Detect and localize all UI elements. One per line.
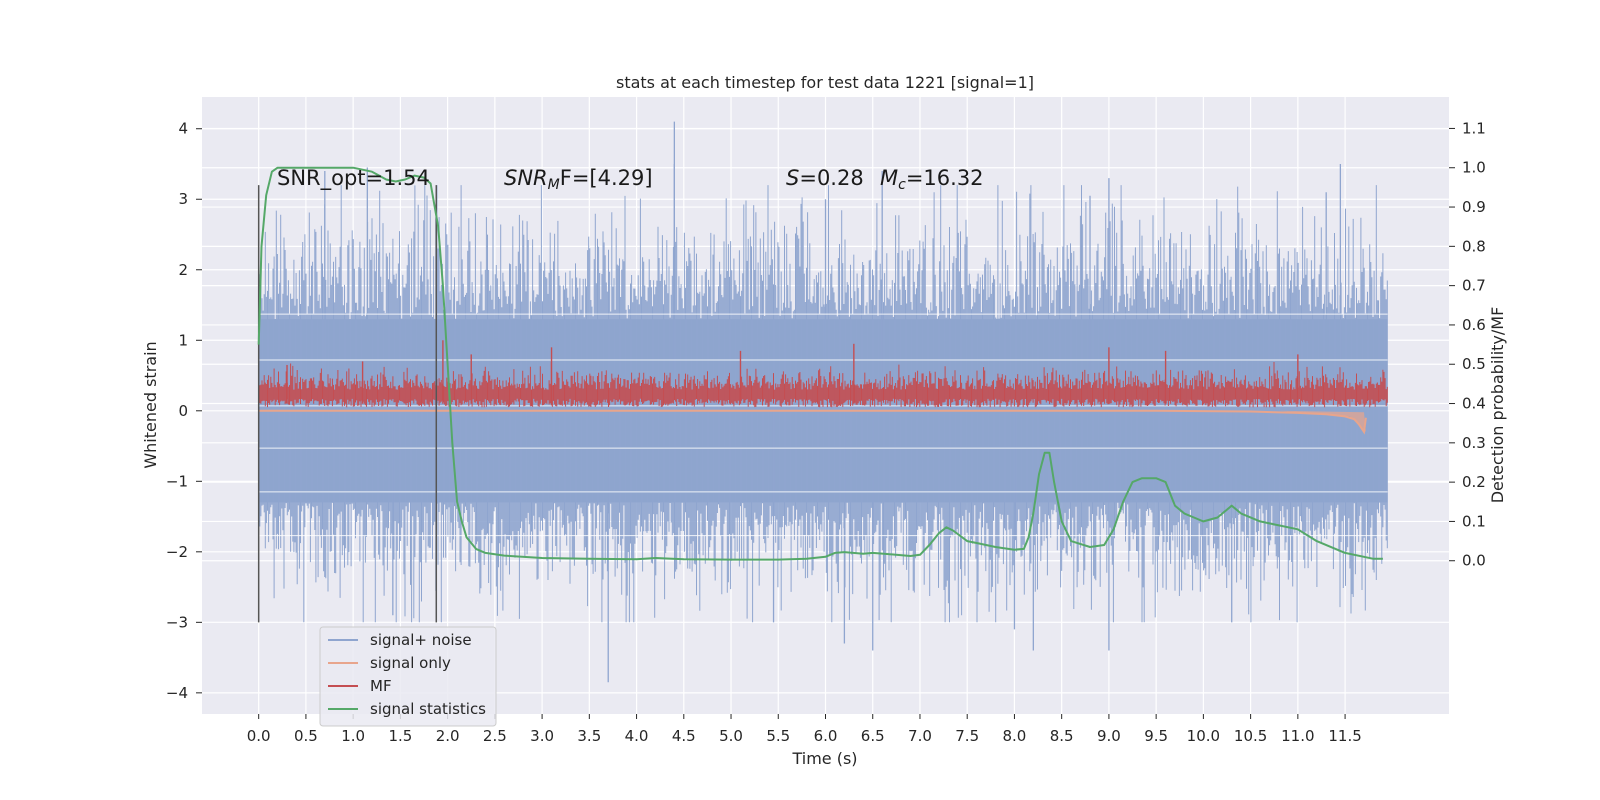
x-tick-label: 2.0: [436, 727, 460, 745]
y-tick-label: −3: [166, 613, 188, 631]
y-tick-label: −2: [166, 543, 188, 561]
y2-tick-label: 0.8: [1462, 237, 1486, 255]
x-tick-label: 3.5: [577, 727, 601, 745]
y-tick-label: 4: [178, 120, 188, 138]
annotation-snr-mf-rest: F=[4.29]: [560, 166, 653, 190]
axis-layer: 0.0 0.5 1.0 1.5 2.0 2.5 3.0 3.5 4.0 4.5 5.0 5.5 6.0 6…: [166, 119, 1486, 745]
x-tick-label: 0.5: [294, 727, 318, 745]
legend-frame: [319, 626, 497, 727]
annotation-mc-rest: =16.32: [906, 166, 984, 190]
x-tick-label: 0.0: [247, 727, 271, 745]
y-tick-label: 0: [178, 402, 188, 420]
annotation-snr-mf-main: SNR: [504, 166, 548, 190]
y2-tick-label: 0.9: [1462, 198, 1486, 216]
y2-tick-label: 0.1: [1462, 512, 1486, 530]
x-tick-label: 2.5: [483, 727, 507, 745]
y-tick-label: −4: [166, 684, 188, 702]
legend-label-signal-noise: signal+ noise: [370, 631, 472, 649]
data-layer: [257, 121, 1388, 683]
x-tick-label: 1.5: [388, 727, 412, 745]
y2-tick-label: 0.3: [1462, 434, 1486, 452]
y2-tick-label: 1.0: [1462, 159, 1486, 177]
y2-tick-label: 0.4: [1462, 395, 1486, 413]
x-tick-label: 5.0: [719, 727, 743, 745]
annotation-s-rest: =0.28: [799, 166, 863, 190]
chart-title: stats at each timestep for test data 122…: [616, 73, 1034, 92]
y-tick-label: 3: [178, 190, 188, 208]
annotation-snr-mf: SNRMF=[4.29]: [504, 166, 653, 193]
x-tick-label: 10.5: [1234, 727, 1267, 745]
x-tick-label: 8.5: [1050, 727, 1074, 745]
x-tick-label: 3.0: [530, 727, 554, 745]
annotation-snr-mf-sub: M: [548, 177, 560, 193]
legend: signal+ noise signal only MF signal stat…: [319, 626, 497, 727]
annotation-s-main: S: [786, 166, 799, 190]
annotation-mc: Mc=16.32: [880, 166, 984, 193]
x-tick-label: 5.5: [766, 727, 790, 745]
y2-tick-label: 0.0: [1462, 552, 1486, 570]
annotation-mc-sub: c: [898, 177, 906, 193]
y2-tick-label: 1.1: [1462, 119, 1486, 137]
legend-label-mf: MF: [370, 677, 392, 695]
x-tick-label: 9.5: [1144, 727, 1168, 745]
x-tick-label: 4.0: [625, 727, 649, 745]
x-tick-label: 8.0: [1003, 727, 1027, 745]
y2-tick-label: 0.6: [1462, 316, 1486, 334]
x-tick-label: 7.5: [955, 727, 979, 745]
x-tick-label: 6.5: [861, 727, 885, 745]
x-tick-label: 4.5: [672, 727, 696, 745]
legend-label-signal-only: signal only: [370, 654, 451, 672]
y-tick-label: 2: [178, 261, 188, 279]
x-tick-label: 7.0: [908, 727, 932, 745]
y2-tick-label: 0.7: [1462, 277, 1486, 295]
y2-axis-label: Detection probability/MF: [1488, 307, 1507, 504]
y-axis-label: Whitened strain: [141, 341, 160, 468]
x-tick-label: 1.0: [341, 727, 365, 745]
y2-tick-label: 0.2: [1462, 473, 1486, 491]
y-tick-label: 1: [178, 331, 188, 349]
annotation-snr-opt: SNR_opt=1.54: [277, 166, 430, 191]
x-tick-label: 9.0: [1097, 727, 1121, 745]
x-tick-label: 6.0: [814, 727, 838, 745]
x-tick-label: 10.0: [1187, 727, 1220, 745]
signal-statistics-line: [257, 166, 1383, 561]
x-axis-label: Time (s): [791, 749, 857, 768]
annotation-mc-main: M: [880, 166, 898, 190]
y-tick-label: −1: [166, 472, 188, 490]
legend-label-signal-statistics: signal statistics: [370, 700, 486, 718]
x-tick-label: 11.5: [1328, 727, 1361, 745]
signal-only-chirp: [1278, 410, 1366, 432]
y2-tick-label: 0.5: [1462, 355, 1486, 373]
annotation-s: S=0.28: [786, 166, 864, 190]
x-tick-label: 11.0: [1281, 727, 1314, 745]
